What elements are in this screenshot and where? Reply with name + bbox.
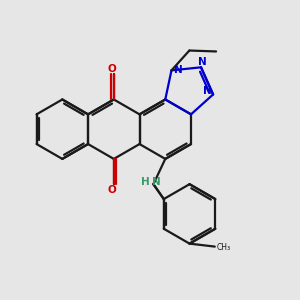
Text: N: N — [152, 177, 161, 187]
Text: O: O — [108, 184, 117, 194]
Text: O: O — [108, 64, 117, 74]
Text: N: N — [174, 65, 182, 75]
Text: CH₃: CH₃ — [216, 243, 230, 252]
Text: H: H — [141, 177, 149, 187]
Text: N: N — [203, 86, 212, 97]
Text: N: N — [198, 57, 207, 67]
